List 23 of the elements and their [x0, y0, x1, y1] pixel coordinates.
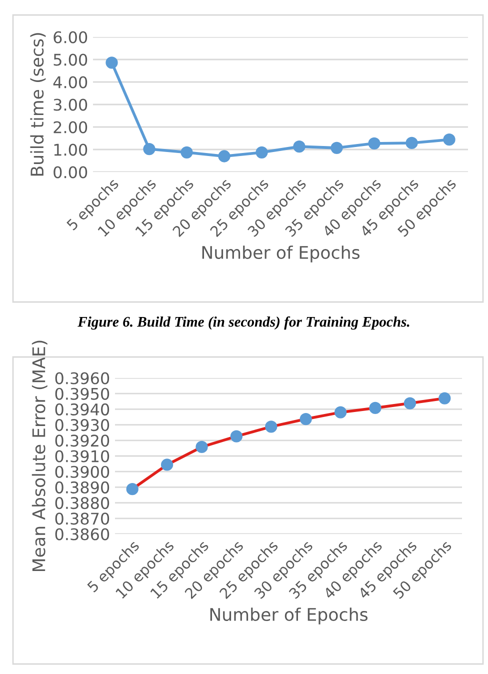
y-axis-title: Mean Absolute Error (MAE) [32, 340, 48, 572]
x-axis-title: Number of Epochs [202, 246, 360, 262]
y-tick-label: 0.3870 [55, 512, 110, 525]
y-tick-label: 0.00 [54, 166, 88, 178]
y-tick-label: 0.3860 [55, 528, 110, 540]
caption: Figure 6. Build Time (in seconds) for Training Epochs. [78, 316, 410, 330]
y-tick-label: 0.3930 [55, 419, 110, 432]
y-tick-label: 0.3940 [55, 403, 110, 416]
y-tick-label: 0.3880 [55, 497, 110, 510]
y-tick-label: 2.00 [54, 121, 88, 134]
y-tick-label: 3.00 [54, 98, 88, 111]
y-tick-label: 0.3950 [55, 388, 110, 400]
y-tick-label: 1.00 [54, 144, 88, 156]
y-tick-label: 0.3910 [55, 450, 110, 462]
y-tick-label: 0.3890 [55, 481, 110, 494]
y-tick-label: 0.3920 [55, 434, 110, 447]
y-tick-label: 0.3960 [55, 372, 110, 384]
y-axis-title: Build time (secs) [30, 33, 46, 176]
y-tick-label: 6.00 [54, 31, 88, 44]
y-tick-label: 4.00 [53, 76, 88, 88]
y-tick-label: 5.00 [54, 54, 88, 66]
x-axis-title: Number of Epochs [210, 608, 368, 624]
y-tick-label: 0.3900 [55, 466, 110, 478]
